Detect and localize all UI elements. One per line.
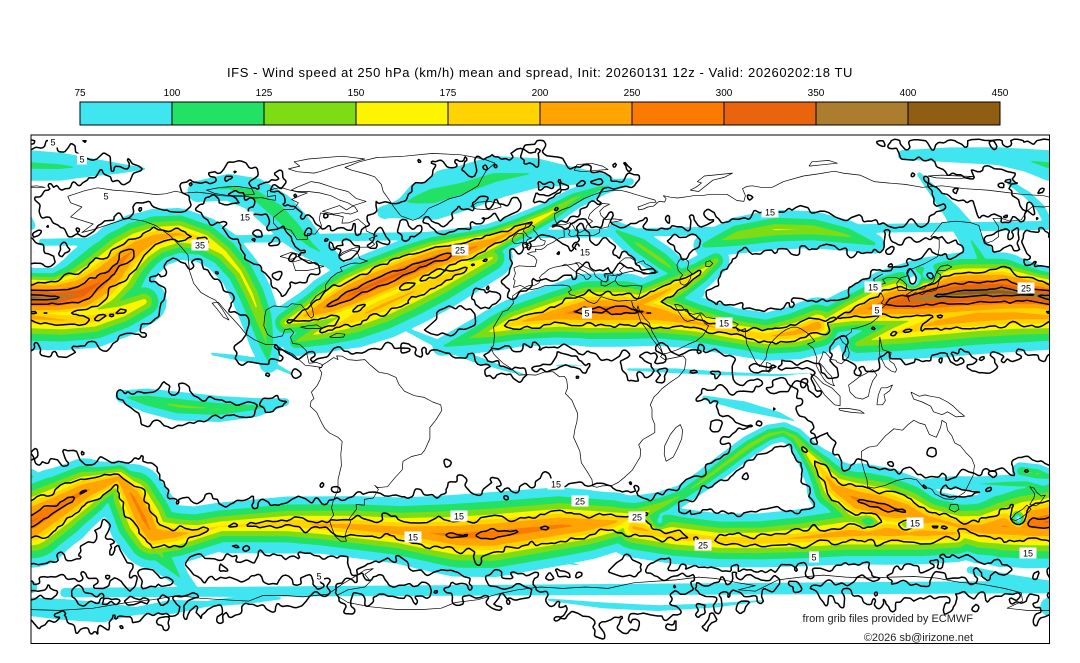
- svg-text:15: 15: [765, 208, 775, 218]
- svg-text:15: 15: [454, 512, 464, 522]
- svg-text:15: 15: [719, 319, 729, 329]
- svg-text:5: 5: [874, 306, 879, 316]
- svg-text:25: 25: [455, 246, 465, 256]
- svg-text:15: 15: [551, 480, 561, 490]
- svg-text:100: 100: [164, 88, 181, 99]
- svg-text:300: 300: [716, 88, 733, 99]
- svg-text:5: 5: [79, 155, 84, 165]
- svg-text:75: 75: [74, 88, 86, 99]
- svg-text:15: 15: [868, 283, 878, 293]
- svg-text:25: 25: [632, 513, 642, 523]
- svg-text:125: 125: [256, 88, 273, 99]
- svg-text:250: 250: [624, 88, 641, 99]
- svg-text:200: 200: [532, 88, 549, 99]
- svg-text:©2026 sb@irizone.net: ©2026 sb@irizone.net: [864, 632, 973, 644]
- svg-text:25: 25: [1021, 284, 1031, 294]
- svg-text:150: 150: [348, 88, 365, 99]
- svg-text:35: 35: [195, 241, 205, 251]
- svg-text:15: 15: [1023, 549, 1033, 559]
- svg-text:15: 15: [240, 213, 250, 223]
- svg-text:450: 450: [992, 88, 1009, 99]
- svg-text:175: 175: [440, 88, 457, 99]
- svg-text:350: 350: [808, 88, 825, 99]
- svg-text:5: 5: [50, 138, 55, 148]
- svg-text:25: 25: [575, 497, 585, 507]
- svg-text:15: 15: [580, 248, 590, 258]
- svg-text:5: 5: [811, 553, 816, 563]
- svg-text:from grib files provided by EC: from grib files provided by ECMWF: [802, 613, 973, 625]
- svg-text:5: 5: [316, 572, 321, 582]
- svg-text:15: 15: [910, 519, 920, 529]
- svg-text:25: 25: [698, 541, 708, 551]
- svg-text:5: 5: [103, 192, 108, 202]
- svg-text:400: 400: [900, 88, 917, 99]
- svg-text:15: 15: [408, 533, 418, 543]
- svg-text:5: 5: [584, 309, 589, 319]
- svg-text:IFS - Wind speed at 250 hPa (k: IFS - Wind speed at 250 hPa (km/h) mean …: [227, 65, 853, 80]
